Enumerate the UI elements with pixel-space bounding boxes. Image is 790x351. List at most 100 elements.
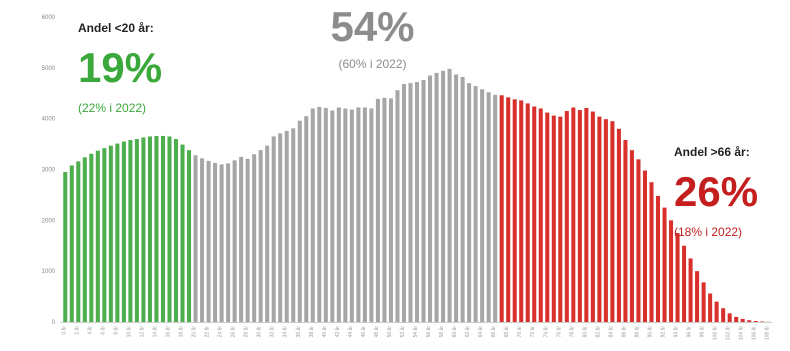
x-tick-label-0: 0 år — [60, 326, 67, 335]
bar-age-102 — [727, 313, 732, 322]
bar-age-23 — [213, 162, 218, 322]
x-tick-label-104: 104 år — [738, 326, 745, 341]
bar-age-13 — [147, 136, 152, 322]
bar-age-86 — [623, 140, 628, 322]
bar-age-1 — [69, 165, 74, 322]
bar-age-25 — [226, 163, 231, 322]
bar-age-41 — [330, 110, 335, 322]
bar-age-54 — [414, 82, 420, 322]
bar-age-0 — [63, 172, 68, 322]
x-tick-label-44: 44 år — [347, 326, 354, 338]
bar-age-99 — [708, 293, 713, 322]
old-share-note: (18% i 2022) — [674, 225, 743, 239]
bar-age-101 — [721, 308, 726, 322]
bar-age-76 — [558, 116, 563, 322]
bar-age-7 — [108, 145, 113, 322]
bar-age-48 — [375, 98, 380, 322]
bar-age-34 — [284, 130, 289, 322]
bar-age-51 — [395, 90, 400, 322]
bar-age-49 — [382, 97, 387, 322]
bar-age-74 — [545, 112, 550, 322]
x-tick-label-36: 36 år — [295, 326, 302, 338]
y-tick-label-6: 6000 — [42, 15, 56, 21]
bar-age-21 — [200, 158, 205, 322]
bar-age-22 — [206, 160, 211, 322]
old-share-annotation: Andel >66 år: 26% (18% i 2022) — [674, 145, 758, 239]
x-tick-label-96: 96 år — [686, 326, 693, 338]
bar-age-71 — [525, 103, 530, 322]
bar-age-16 — [167, 136, 172, 322]
x-tick-label-4: 4 år — [86, 326, 93, 335]
bar-age-56 — [428, 75, 433, 323]
x-tick-label-102: 102 år — [725, 326, 732, 341]
bar-age-37 — [304, 116, 309, 323]
bar-age-83 — [603, 119, 608, 322]
bar-age-46 — [362, 107, 367, 322]
bar-age-28 — [245, 158, 250, 322]
bar-age-95 — [682, 245, 687, 322]
bar-age-70 — [519, 100, 524, 323]
x-tick-label-106: 106 år — [751, 326, 758, 341]
bar-age-44 — [349, 109, 354, 323]
y-tick-label-1: 1000 — [42, 269, 56, 275]
bar-age-42 — [336, 107, 341, 322]
bar-age-75 — [551, 115, 556, 323]
y-tick-label-5: 5000 — [42, 66, 56, 72]
bar-age-92 — [662, 207, 667, 323]
x-tick-label-10: 10 år — [125, 326, 132, 338]
x-tick-label-46: 46 år — [360, 326, 367, 338]
bar-age-26 — [232, 160, 237, 322]
bar-age-100 — [714, 301, 719, 322]
bar-age-73 — [538, 108, 543, 322]
bar-age-36 — [297, 120, 302, 322]
bar-age-39 — [317, 106, 322, 322]
bar-age-106 — [753, 320, 758, 322]
x-tick-label-34: 34 år — [282, 326, 289, 338]
bar-age-58 — [441, 70, 446, 322]
bar-age-9 — [121, 141, 126, 322]
bar-age-27 — [239, 156, 244, 322]
x-tick-label-86: 86 år — [620, 326, 627, 338]
bar-age-4 — [89, 153, 94, 322]
x-tick-label-8: 8 år — [112, 326, 119, 335]
bar-age-53 — [408, 83, 413, 322]
x-tick-label-80: 80 år — [581, 326, 588, 338]
bar-age-31 — [265, 145, 270, 322]
bar-age-14 — [154, 135, 159, 322]
young-share-label: Andel <20 år: — [78, 21, 154, 35]
x-tick-label-6: 6 år — [99, 326, 106, 335]
x-tick-label-26: 26 år — [230, 326, 237, 338]
bar-age-98 — [701, 282, 706, 322]
x-tick-label-16: 16 år — [164, 326, 171, 338]
bar-age-67 — [499, 95, 504, 322]
bar-age-15 — [160, 135, 165, 322]
bar-age-89 — [642, 170, 647, 322]
x-tick-label-24: 24 år — [217, 326, 224, 338]
bar-age-78 — [571, 107, 576, 322]
x-tick-label-28: 28 år — [243, 326, 250, 338]
bar-age-2 — [76, 161, 81, 322]
x-tick-label-52: 52 år — [399, 326, 406, 338]
bar-age-52 — [401, 84, 406, 322]
x-tick-label-90: 90 år — [646, 326, 653, 338]
bar-age-8 — [115, 143, 120, 322]
x-tick-label-70: 70 år — [516, 326, 523, 338]
bar-age-43 — [343, 108, 348, 322]
bar-age-84 — [610, 121, 615, 323]
bar-age-79 — [577, 110, 582, 322]
x-tick-label-58: 58 år — [438, 326, 445, 338]
x-tick-label-88: 88 år — [633, 326, 640, 338]
x-tick-label-98: 98 år — [699, 326, 706, 338]
x-tick-label-32: 32 år — [269, 326, 276, 338]
bar-age-64 — [480, 89, 485, 323]
x-tick-label-50: 50 år — [386, 326, 393, 338]
bar-age-3 — [82, 157, 87, 322]
bar-age-57 — [434, 72, 439, 322]
young-share-value: 19% — [78, 44, 163, 91]
bar-age-91 — [655, 195, 661, 322]
x-tick-label-66: 66 år — [490, 326, 497, 338]
y-tick-label-0: 0 — [52, 320, 56, 326]
bar-age-72 — [532, 106, 537, 322]
